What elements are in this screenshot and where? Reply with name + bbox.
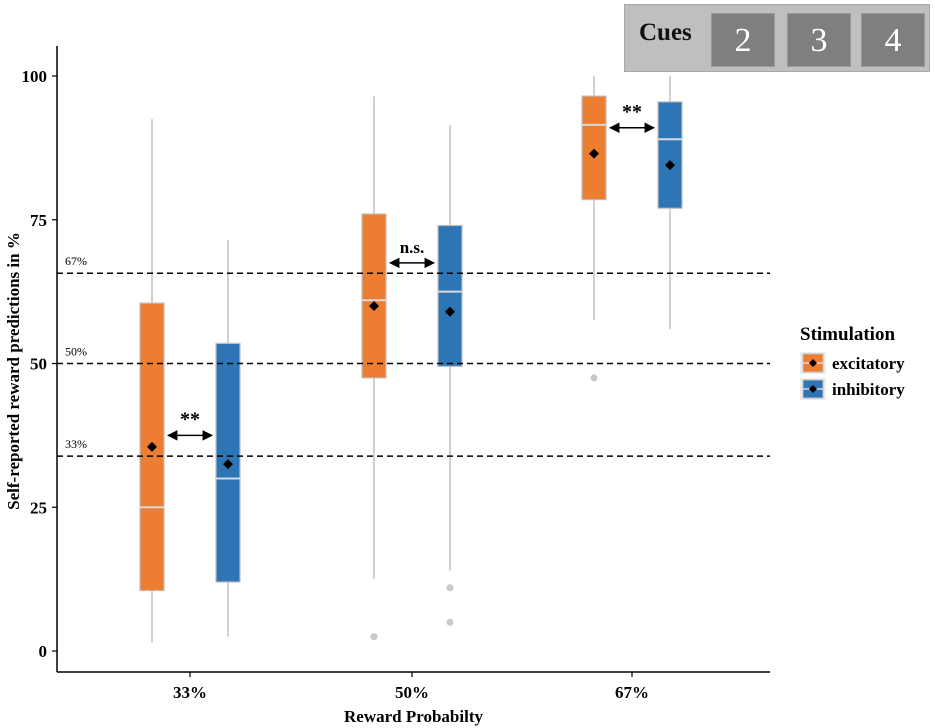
cue-3-button[interactable]: 3 bbox=[787, 13, 851, 67]
cues-panel: Cues 2 3 4 bbox=[624, 4, 930, 72]
cues-label: Cues bbox=[639, 19, 692, 46]
box-iqr bbox=[657, 101, 683, 209]
significance-label: ** bbox=[180, 408, 200, 430]
legend-key-mean bbox=[809, 385, 817, 393]
box-inhibitory-33% bbox=[215, 239, 241, 637]
y-axis-title: Self-reported reward predictions in % bbox=[4, 232, 23, 510]
legend-key-mean bbox=[809, 359, 817, 367]
box-iqr bbox=[215, 342, 241, 583]
significance-label: ** bbox=[622, 101, 642, 123]
x-tick-label: 50% bbox=[395, 683, 429, 702]
y-tick-label: 0 bbox=[39, 642, 48, 661]
box-iqr bbox=[581, 95, 607, 201]
box-iqr bbox=[361, 213, 387, 379]
mean-diamond bbox=[223, 459, 233, 470]
reference-line-label: 50% bbox=[65, 345, 87, 359]
box-iqr bbox=[437, 224, 463, 367]
outlier-point bbox=[370, 633, 378, 641]
y-tick-label: 75 bbox=[30, 211, 47, 230]
box-excitatory-67% bbox=[581, 76, 607, 382]
legend-entry-label: excitatory bbox=[832, 354, 905, 373]
y-tick-label: 100 bbox=[22, 67, 48, 86]
reference-line-label: 67% bbox=[65, 254, 87, 268]
x-tick-label: 67% bbox=[615, 683, 649, 702]
significance-label: n.s. bbox=[400, 238, 425, 257]
box-inhibitory-67% bbox=[657, 76, 683, 329]
outlier-point bbox=[446, 618, 454, 626]
legend-entry-label: inhibitory bbox=[832, 380, 905, 399]
cue-4-button[interactable]: 4 bbox=[861, 13, 925, 67]
y-tick-label: 25 bbox=[30, 498, 47, 517]
legend-title: Stimulation bbox=[800, 324, 895, 345]
mean-diamond bbox=[589, 148, 599, 159]
outlier-point bbox=[446, 584, 454, 592]
mean-diamond bbox=[445, 306, 455, 317]
reference-line-label: 33% bbox=[65, 437, 87, 451]
x-axis-title: Reward Probabilty bbox=[344, 707, 483, 726]
box-excitatory-33% bbox=[139, 119, 165, 643]
mean-diamond bbox=[369, 301, 379, 311]
mean-diamond bbox=[147, 441, 157, 452]
cue-2-button[interactable]: 2 bbox=[711, 13, 775, 67]
box-inhibitory-50% bbox=[437, 124, 463, 626]
box-excitatory-50% bbox=[361, 96, 387, 641]
outlier-point bbox=[590, 374, 598, 382]
mean-diamond bbox=[665, 160, 675, 171]
y-tick-label: 50 bbox=[30, 355, 47, 374]
x-tick-label: 33% bbox=[173, 683, 207, 702]
